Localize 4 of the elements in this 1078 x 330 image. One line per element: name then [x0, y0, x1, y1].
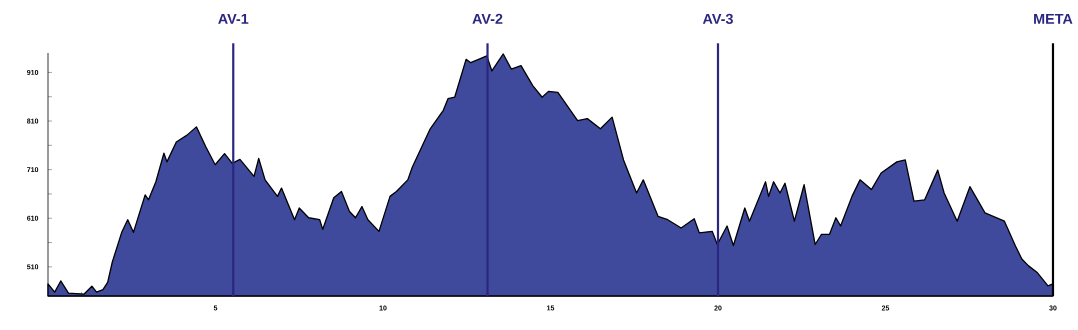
ref-line-label: META — [1034, 13, 1073, 24]
ref-line-label: AV-1 — [218, 13, 249, 24]
ref-line-label: AV-2 — [472, 13, 503, 24]
ref-line-label: AV-3 — [702, 13, 733, 24]
